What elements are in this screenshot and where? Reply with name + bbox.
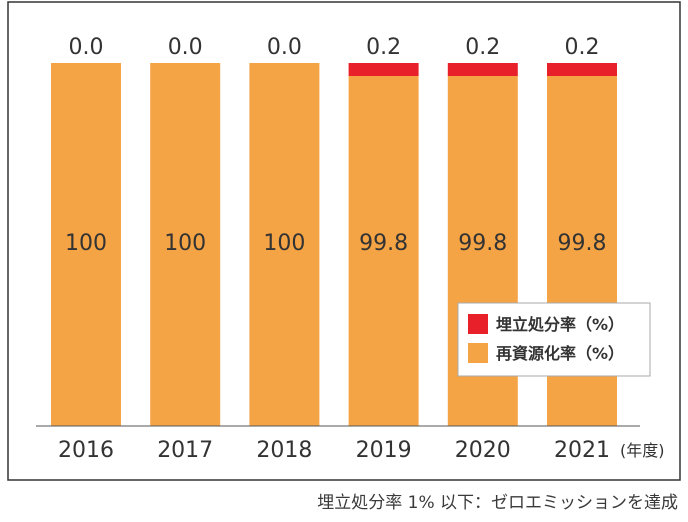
legend-label-recycling: 再資源化率（%） — [496, 344, 624, 363]
legend-box — [457, 302, 651, 377]
label-landfill-2016: 0.0 — [69, 35, 104, 60]
legend-label-landfill: 埋立処分率（%） — [496, 315, 624, 334]
legend: 埋立処分率（%） 再資源化率（%） — [457, 302, 651, 377]
bar-landfill-2020 — [447, 63, 518, 76]
bar-landfill-2021 — [547, 63, 617, 76]
legend-swatch-recycling — [468, 343, 488, 363]
x-tick-2017: 2017 — [157, 438, 213, 463]
x-axis-unit: (年度) — [620, 441, 665, 460]
label-landfill-2018: 0.0 — [267, 35, 302, 60]
legend-swatch-landfill — [468, 314, 488, 334]
x-tick-2020: 2020 — [455, 438, 511, 463]
label-recycling-2020: 99.8 — [458, 231, 507, 256]
x-tick-2016: 2016 — [58, 438, 114, 463]
x-tick-labels: 2016 2017 2018 2019 2020 2021 — [58, 438, 610, 463]
label-recycling-2018: 100 — [263, 231, 305, 256]
label-landfill-2021: 0.2 — [565, 35, 600, 60]
bar-recycling-2019 — [348, 76, 419, 426]
bar-recycling-2016 — [51, 63, 121, 426]
label-landfill-2019: 0.2 — [366, 35, 401, 60]
label-recycling-2016: 100 — [65, 231, 107, 256]
label-recycling-2017: 100 — [164, 231, 206, 256]
label-landfill-2017: 0.0 — [168, 35, 203, 60]
caption: 埋立処分率 1% 以下：ゼロエミッションを達成 — [317, 493, 678, 513]
chart-border — [7, 1, 681, 481]
label-landfill-2020: 0.2 — [465, 35, 500, 60]
bar-landfill-2019 — [348, 63, 419, 76]
label-recycling-2021: 99.8 — [558, 231, 607, 256]
bar-recycling-2018 — [249, 63, 320, 426]
x-tick-2021: 2021 — [554, 438, 610, 463]
label-recycling-2019: 99.8 — [359, 231, 408, 256]
x-tick-2019: 2019 — [356, 438, 412, 463]
x-tick-2018: 2018 — [256, 438, 312, 463]
bar-recycling-2017 — [150, 63, 221, 426]
